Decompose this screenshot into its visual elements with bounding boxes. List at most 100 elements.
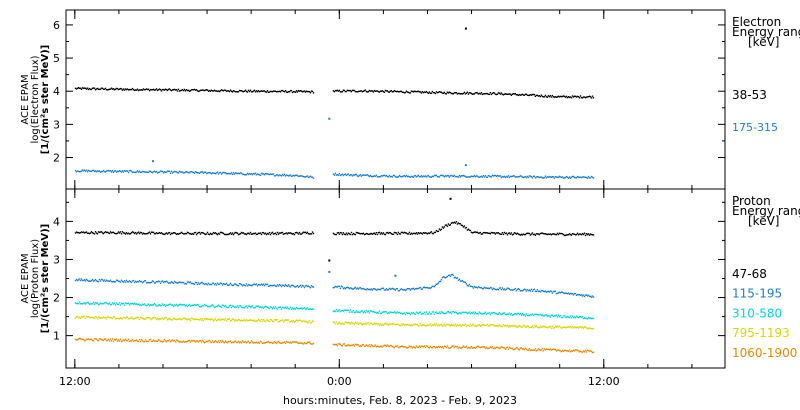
data-point (579, 95, 582, 97)
data-point (155, 280, 158, 283)
data-point (472, 231, 475, 234)
data-point (525, 232, 528, 235)
data-point (207, 340, 210, 342)
data-point (141, 89, 144, 91)
data-point (360, 310, 363, 312)
data-point (451, 273, 454, 276)
data-point (402, 313, 405, 315)
data-point (394, 232, 397, 234)
data-point (432, 311, 435, 313)
data-point (437, 312, 440, 315)
data-point (569, 292, 572, 295)
data-point (478, 232, 481, 234)
data-point (377, 90, 380, 93)
data-point (201, 89, 204, 91)
data-point (335, 321, 338, 323)
data-point (563, 177, 566, 179)
data-point (356, 343, 359, 346)
data-point (80, 170, 83, 172)
data-point (201, 339, 204, 342)
data-point (97, 170, 100, 172)
data-point (108, 302, 111, 304)
data-point (235, 91, 238, 93)
data-point (392, 312, 395, 314)
data-point (463, 324, 466, 326)
data-point (343, 233, 346, 235)
data-point (587, 96, 590, 98)
data-point (347, 309, 350, 311)
data-point (422, 91, 425, 94)
data-point (405, 232, 408, 234)
data-point (277, 175, 280, 177)
data-point (547, 314, 550, 317)
data-point (405, 90, 408, 92)
data-point (376, 233, 379, 236)
data-point (241, 90, 244, 93)
data-point (262, 307, 265, 309)
data-point (425, 325, 428, 327)
data-point (582, 96, 585, 98)
data-point (558, 291, 561, 293)
data-point (151, 231, 154, 233)
data-point (179, 281, 182, 284)
data-point (190, 171, 193, 173)
data-point (504, 232, 507, 235)
data-point (401, 324, 404, 326)
data-point (509, 93, 512, 95)
data-point (518, 325, 521, 327)
data-point (138, 89, 141, 91)
data-point (574, 95, 577, 97)
data-point (540, 314, 543, 317)
data-point (358, 322, 361, 324)
data-point (500, 288, 503, 291)
data-point (481, 313, 484, 315)
data-point (261, 342, 264, 345)
data-point (546, 315, 549, 317)
data-point (458, 92, 461, 95)
data-point (304, 320, 307, 323)
data-point (372, 323, 375, 325)
data-point (145, 282, 148, 284)
data-point (175, 303, 178, 306)
data-point (230, 233, 233, 235)
data-point (227, 318, 230, 320)
data-point (451, 221, 454, 224)
y-axis-label-line: ACE EPAM (20, 74, 31, 124)
data-point (460, 280, 463, 282)
data-point (374, 175, 377, 177)
data-point (138, 338, 141, 341)
data-point (431, 285, 434, 287)
data-point (534, 326, 537, 328)
data-point (373, 345, 376, 347)
data-point (410, 175, 413, 178)
data-point (89, 317, 92, 319)
data-point (551, 314, 554, 316)
data-point (167, 304, 170, 306)
data-point (566, 293, 569, 295)
data-point (513, 288, 516, 291)
data-point (205, 89, 208, 91)
data-point (364, 233, 367, 235)
data-point (208, 318, 211, 320)
data-point (142, 281, 145, 283)
data-point (157, 280, 160, 282)
data-point (188, 281, 191, 284)
data-point (253, 173, 256, 175)
data-point (542, 350, 545, 352)
data-point (189, 232, 192, 235)
data-point (158, 280, 161, 283)
data-point (264, 320, 267, 323)
data-point (177, 233, 180, 235)
data-point (529, 314, 532, 316)
data-point (257, 305, 260, 307)
data-point (289, 306, 292, 308)
data-point (501, 325, 504, 328)
data-point (237, 340, 240, 342)
data-point (378, 288, 381, 291)
data-point (216, 305, 219, 307)
data-point (567, 326, 570, 328)
data-point (218, 305, 221, 307)
data-point (478, 311, 481, 313)
data-point (384, 89, 387, 92)
